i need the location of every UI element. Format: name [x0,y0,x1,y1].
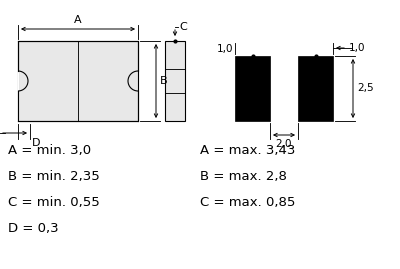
FancyBboxPatch shape [235,56,270,121]
Text: C = min. 0,55: C = min. 0,55 [8,196,100,209]
Text: 1,0: 1,0 [349,43,366,53]
Text: D = 0,3: D = 0,3 [8,222,59,235]
Text: C: C [179,22,187,32]
Text: 1,0: 1,0 [216,44,233,54]
Text: 2,0: 2,0 [276,139,292,149]
Text: D: D [32,138,40,148]
Text: A: A [74,15,82,25]
Text: 2,5: 2,5 [357,83,374,94]
Text: B = min. 2,35: B = min. 2,35 [8,170,100,183]
Text: C = max. 0,85: C = max. 0,85 [200,196,295,209]
Text: B = max. 2,8: B = max. 2,8 [200,170,287,183]
Text: A = min. 3,0: A = min. 3,0 [8,144,91,157]
Text: A = max. 3,43: A = max. 3,43 [200,144,295,157]
FancyBboxPatch shape [18,41,138,121]
FancyBboxPatch shape [165,41,185,121]
FancyBboxPatch shape [298,56,333,121]
Text: B: B [160,76,168,86]
